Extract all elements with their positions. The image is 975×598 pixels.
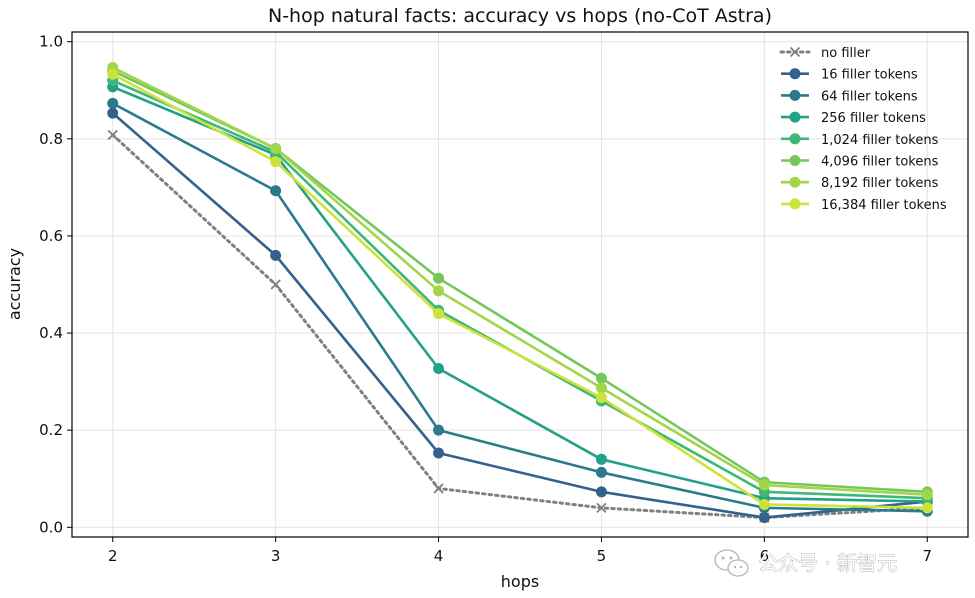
y-axis-label: accuracy bbox=[5, 248, 24, 320]
data-point bbox=[433, 424, 445, 436]
y-tick-label: 1.0 bbox=[39, 33, 63, 51]
series-6 bbox=[107, 61, 933, 501]
legend-marker bbox=[789, 46, 801, 58]
legend-marker bbox=[789, 198, 801, 210]
x-tick-label: 7 bbox=[922, 547, 932, 565]
legend-label: 1,024 filler tokens bbox=[821, 133, 939, 148]
data-point bbox=[270, 143, 282, 155]
watermark-text: 公众号 · 新智元 bbox=[758, 551, 897, 575]
y-tick-label: 0.8 bbox=[39, 130, 63, 148]
x-tick-label: 5 bbox=[597, 547, 607, 565]
data-point bbox=[595, 382, 607, 394]
legend-marker bbox=[789, 68, 801, 80]
data-point bbox=[921, 489, 933, 501]
x-tick-label: 4 bbox=[434, 547, 444, 565]
legend-item: no filler bbox=[779, 46, 871, 61]
series-line bbox=[112, 85, 928, 503]
legend-item: 8,192 filler tokens bbox=[781, 176, 939, 191]
legend-item: 16 filler tokens bbox=[781, 68, 918, 83]
data-point bbox=[433, 363, 445, 375]
data-point bbox=[596, 502, 607, 514]
data-point bbox=[921, 502, 933, 514]
legend-label: 16,384 filler tokens bbox=[821, 198, 947, 213]
legend-label: 16 filler tokens bbox=[821, 68, 918, 83]
legend-item: 4,096 filler tokens bbox=[781, 155, 939, 170]
data-point bbox=[595, 453, 607, 465]
x-tick-label: 2 bbox=[108, 547, 118, 565]
data-point bbox=[433, 285, 445, 297]
data-point bbox=[595, 372, 607, 384]
legend-label: 256 filler tokens bbox=[821, 111, 926, 126]
wechat-icon bbox=[714, 549, 749, 577]
y-tick-label: 0.6 bbox=[39, 227, 63, 245]
data-point bbox=[758, 479, 770, 491]
grid bbox=[72, 32, 968, 537]
legend-label: 4,096 filler tokens bbox=[821, 155, 939, 170]
legend-label: no filler bbox=[821, 46, 871, 61]
data-point bbox=[270, 185, 282, 197]
watermark: 公众号 · 新智元 bbox=[714, 549, 898, 577]
legend-item: 16,384 filler tokens bbox=[781, 198, 947, 213]
data-point bbox=[433, 447, 445, 459]
series-line bbox=[112, 66, 928, 497]
legend-label: 64 filler tokens bbox=[821, 89, 918, 104]
series-line bbox=[111, 133, 929, 520]
series-line bbox=[111, 112, 928, 519]
x-axis-label: hops bbox=[501, 572, 539, 591]
data-point bbox=[107, 129, 118, 141]
x-tick-label: 6 bbox=[760, 547, 770, 565]
series-line bbox=[112, 102, 928, 513]
data-point bbox=[433, 483, 444, 494]
data-point bbox=[433, 308, 445, 320]
legend-item: 64 filler tokens bbox=[781, 89, 918, 104]
chart-title: N-hop natural facts: accuracy vs hops (n… bbox=[268, 5, 772, 27]
data-point bbox=[595, 466, 607, 478]
data-point bbox=[107, 97, 119, 109]
legend-marker bbox=[789, 133, 801, 145]
plot-frame bbox=[71, 31, 969, 538]
legend-label: 8,192 filler tokens bbox=[821, 176, 939, 191]
x-tick-label: 3 bbox=[271, 547, 281, 565]
data-point bbox=[107, 107, 119, 119]
data-point bbox=[433, 272, 445, 284]
y-tick-label: 0.2 bbox=[39, 421, 63, 439]
data-point bbox=[270, 279, 281, 290]
y-tick-label: 0.0 bbox=[39, 518, 63, 536]
axis-ticks: 2 3 4 5 6 7 0.0 0.2 0.4 0.6 0.8 1.0 bbox=[39, 33, 932, 565]
legend: no filler 16 filler tokens 64 filler token… bbox=[779, 46, 947, 213]
legend-marker bbox=[789, 111, 801, 123]
legend-item: 256 filler tokens bbox=[781, 111, 926, 126]
data-point bbox=[595, 486, 607, 498]
data-point bbox=[758, 498, 770, 510]
data-point bbox=[107, 68, 119, 80]
data-point bbox=[270, 249, 282, 261]
y-tick-label: 0.4 bbox=[39, 324, 63, 342]
legend-marker bbox=[789, 176, 801, 188]
legend-item: 1,024 filler tokens bbox=[781, 133, 939, 148]
series-line bbox=[112, 73, 928, 510]
data-point bbox=[595, 392, 607, 404]
legend-marker bbox=[789, 155, 801, 166]
series-layer bbox=[107, 61, 933, 524]
legend-marker bbox=[789, 89, 801, 101]
data-point bbox=[758, 512, 770, 524]
series-7 bbox=[107, 68, 933, 514]
data-point bbox=[270, 156, 282, 168]
